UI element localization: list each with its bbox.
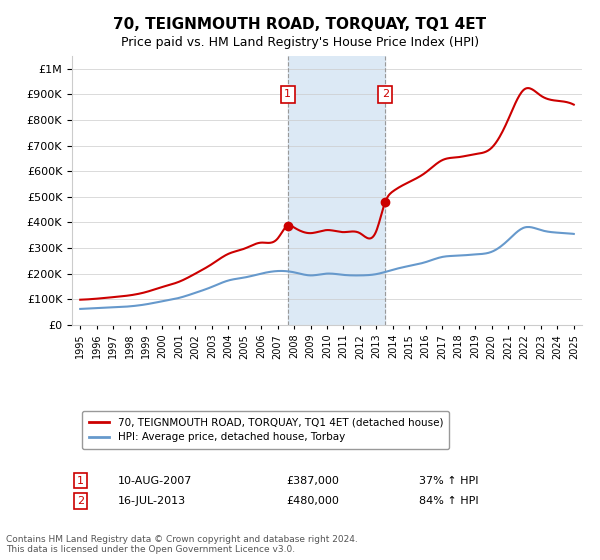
Text: Contains HM Land Registry data © Crown copyright and database right 2024.
This d: Contains HM Land Registry data © Crown c… (6, 535, 358, 554)
Text: 37% ↑ HPI: 37% ↑ HPI (419, 475, 478, 486)
Legend: 70, TEIGNMOUTH ROAD, TORQUAY, TQ1 4ET (detached house), HPI: Average price, deta: 70, TEIGNMOUTH ROAD, TORQUAY, TQ1 4ET (d… (82, 411, 449, 449)
Text: 2: 2 (77, 496, 84, 506)
Text: 10-AUG-2007: 10-AUG-2007 (118, 475, 192, 486)
Text: 84% ↑ HPI: 84% ↑ HPI (419, 496, 478, 506)
Text: 16-JUL-2013: 16-JUL-2013 (118, 496, 186, 506)
Text: 1: 1 (77, 475, 84, 486)
Text: 1: 1 (284, 90, 291, 100)
Text: £480,000: £480,000 (286, 496, 339, 506)
Text: Price paid vs. HM Land Registry's House Price Index (HPI): Price paid vs. HM Land Registry's House … (121, 36, 479, 49)
Bar (287, 56, 385, 325)
Text: 2: 2 (382, 90, 389, 100)
Text: £387,000: £387,000 (286, 475, 339, 486)
Text: 70, TEIGNMOUTH ROAD, TORQUAY, TQ1 4ET: 70, TEIGNMOUTH ROAD, TORQUAY, TQ1 4ET (113, 17, 487, 32)
